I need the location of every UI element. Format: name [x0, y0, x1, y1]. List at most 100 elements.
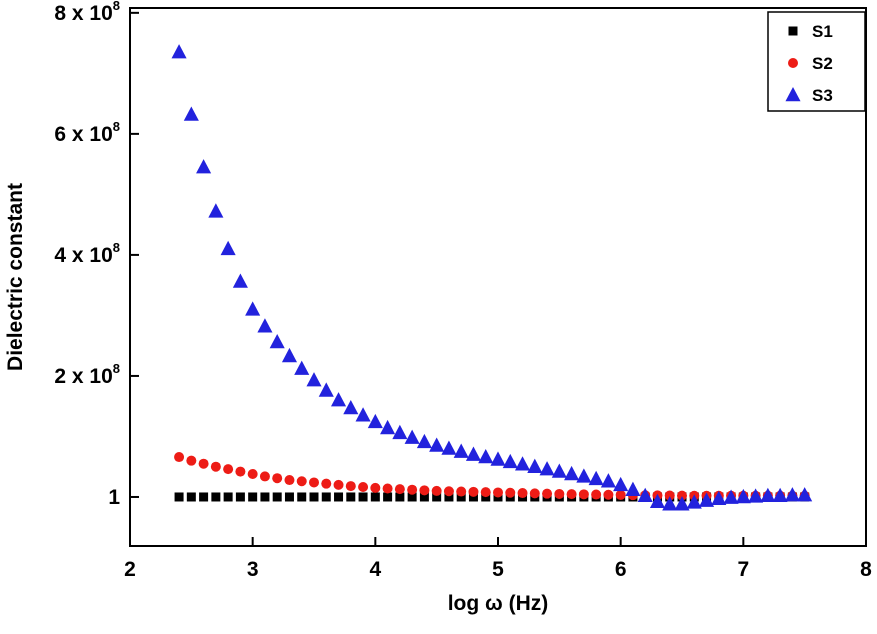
data-point-S2: [542, 488, 553, 499]
data-point-S2: [394, 484, 405, 495]
data-point-S3: [490, 451, 506, 466]
data-point-S2: [529, 488, 540, 499]
legend-box: [767, 11, 866, 112]
data-point-S3: [600, 473, 616, 488]
legend-label-S3: S3: [812, 86, 833, 105]
data-point-S3: [220, 240, 236, 256]
legend-label-S1: S1: [812, 22, 833, 41]
data-point-S1: [260, 492, 270, 502]
data-point-S3: [649, 493, 666, 509]
data-point-S3: [576, 468, 592, 483]
data-point-S3: [662, 496, 678, 511]
data-point-S3: [539, 461, 555, 476]
data-point-S2: [468, 486, 479, 497]
data-point-S2: [505, 487, 516, 498]
data-point-S3: [404, 429, 420, 444]
data-point-S2: [296, 476, 307, 487]
data-point-S1: [419, 492, 429, 502]
data-point-S3: [196, 159, 212, 174]
data-point-S3: [760, 487, 776, 503]
data-point-S1: [321, 492, 331, 502]
data-point-S3: [686, 494, 702, 509]
legend-label-S2: S2: [812, 54, 833, 73]
data-point-S3: [245, 301, 261, 316]
data-point-S3: [527, 458, 543, 473]
data-point-S3: [318, 382, 334, 397]
data-point-S3: [674, 496, 690, 511]
data-point-S3: [380, 419, 396, 435]
data-point-S2: [456, 486, 467, 497]
data-point-S3: [416, 433, 432, 449]
data-point-S3: [294, 360, 310, 375]
data-point-S3: [698, 492, 715, 507]
circle-legend-marker: [788, 58, 798, 68]
data-point-S3: [429, 437, 445, 452]
data-point-S3: [551, 463, 567, 478]
data-point-S1: [272, 492, 282, 502]
x-tick-label: 8: [860, 558, 872, 581]
data-point-S2: [198, 458, 209, 469]
x-tick-label: 7: [737, 558, 749, 581]
data-point-S3: [306, 372, 322, 387]
data-point-S1: [383, 492, 393, 502]
y-tick-label: 4 x 108: [54, 240, 120, 267]
triangle-legend-marker: [785, 86, 801, 102]
data-point-S2: [615, 489, 626, 500]
data-point-S1: [432, 492, 442, 502]
x-tick-label: 2: [124, 558, 136, 581]
data-point-S2: [443, 486, 454, 497]
data-point-S1: [199, 492, 209, 502]
data-point-S1: [297, 492, 307, 502]
data-point-S2: [333, 479, 344, 490]
data-point-S1: [358, 492, 368, 502]
data-point-S2: [309, 477, 319, 488]
data-point-S2: [259, 471, 270, 482]
data-point-S3: [330, 392, 347, 407]
x-tick-label: 4: [369, 558, 381, 581]
data-point-S3: [478, 448, 494, 464]
data-point-S3: [735, 488, 751, 504]
data-point-S3: [711, 490, 727, 506]
data-point-S3: [797, 487, 813, 502]
data-point-S2: [358, 481, 369, 492]
data-point-S1: [284, 492, 294, 502]
data-point-S2: [174, 452, 185, 463]
data-point-S3: [232, 273, 248, 288]
data-point-S2: [419, 485, 430, 496]
data-point-S1: [211, 492, 221, 502]
data-point-S3: [514, 456, 531, 471]
data-point-S1: [223, 492, 233, 502]
data-point-S3: [269, 333, 285, 349]
data-point-S3: [465, 446, 482, 461]
data-point-S3: [625, 481, 641, 496]
data-point-S3: [772, 487, 788, 503]
data-point-S1: [248, 492, 258, 502]
data-point-S1: [334, 492, 344, 502]
data-point-S3: [171, 44, 187, 59]
data-point-S3: [183, 106, 199, 121]
data-point-S2: [578, 489, 589, 500]
data-point-S3: [564, 465, 580, 481]
data-point-S1: [456, 492, 466, 502]
legend: S1 S2 S3: [767, 11, 866, 112]
data-point-S3: [441, 440, 457, 455]
x-axis-title: log ω (Hz): [448, 592, 549, 615]
data-point-S2: [345, 481, 356, 492]
data-point-S3: [748, 488, 764, 503]
x-tick-label: 5: [492, 558, 504, 581]
data-point-S1: [370, 492, 380, 502]
data-point-S3: [281, 347, 298, 363]
data-point-S3: [355, 407, 371, 422]
y-tick-label: 2 x 108: [54, 361, 120, 388]
data-point-S1: [346, 492, 356, 502]
data-point-S1: [395, 492, 405, 502]
x-tick-label: 6: [615, 558, 627, 581]
y-axis-title: Dielectric constant: [4, 183, 27, 371]
data-point-S3: [588, 470, 604, 486]
data-point-S1: [407, 492, 417, 502]
data-point-S2: [677, 490, 687, 501]
data-point-S2: [247, 468, 258, 479]
data-point-S2: [223, 464, 234, 475]
